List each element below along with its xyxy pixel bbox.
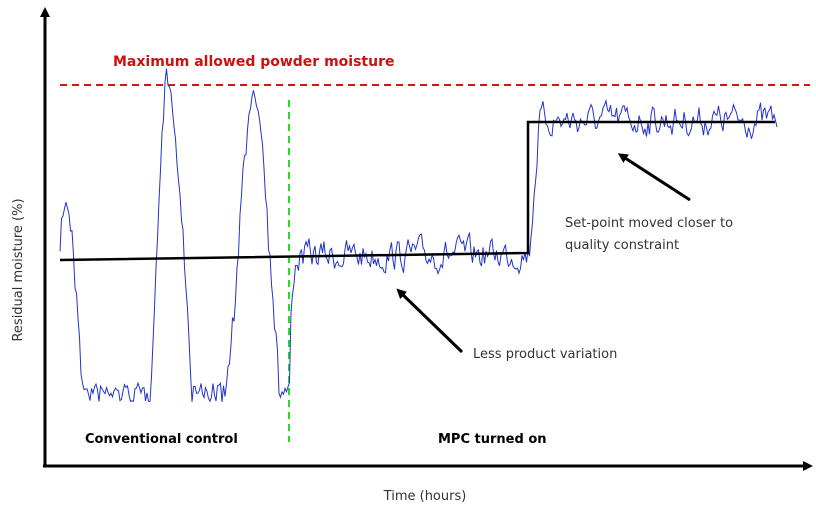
annotation: quality constraint (565, 238, 679, 253)
annotation: Less product variation (473, 347, 617, 362)
y-axis-label: Residual moisture (%) (11, 198, 26, 341)
arrow (396, 288, 464, 354)
moisture-signal (59, 68, 778, 403)
max-label: Maximum allowed powder moisture (113, 54, 394, 70)
setpoint-line (59, 120, 775, 262)
annotation: MPC turned on (438, 432, 547, 447)
x-axis-label: Time (hours) (383, 489, 467, 504)
annotation: Set-point moved closer to (565, 216, 733, 231)
arrow (617, 153, 691, 202)
annotation: Conventional control (85, 432, 238, 447)
